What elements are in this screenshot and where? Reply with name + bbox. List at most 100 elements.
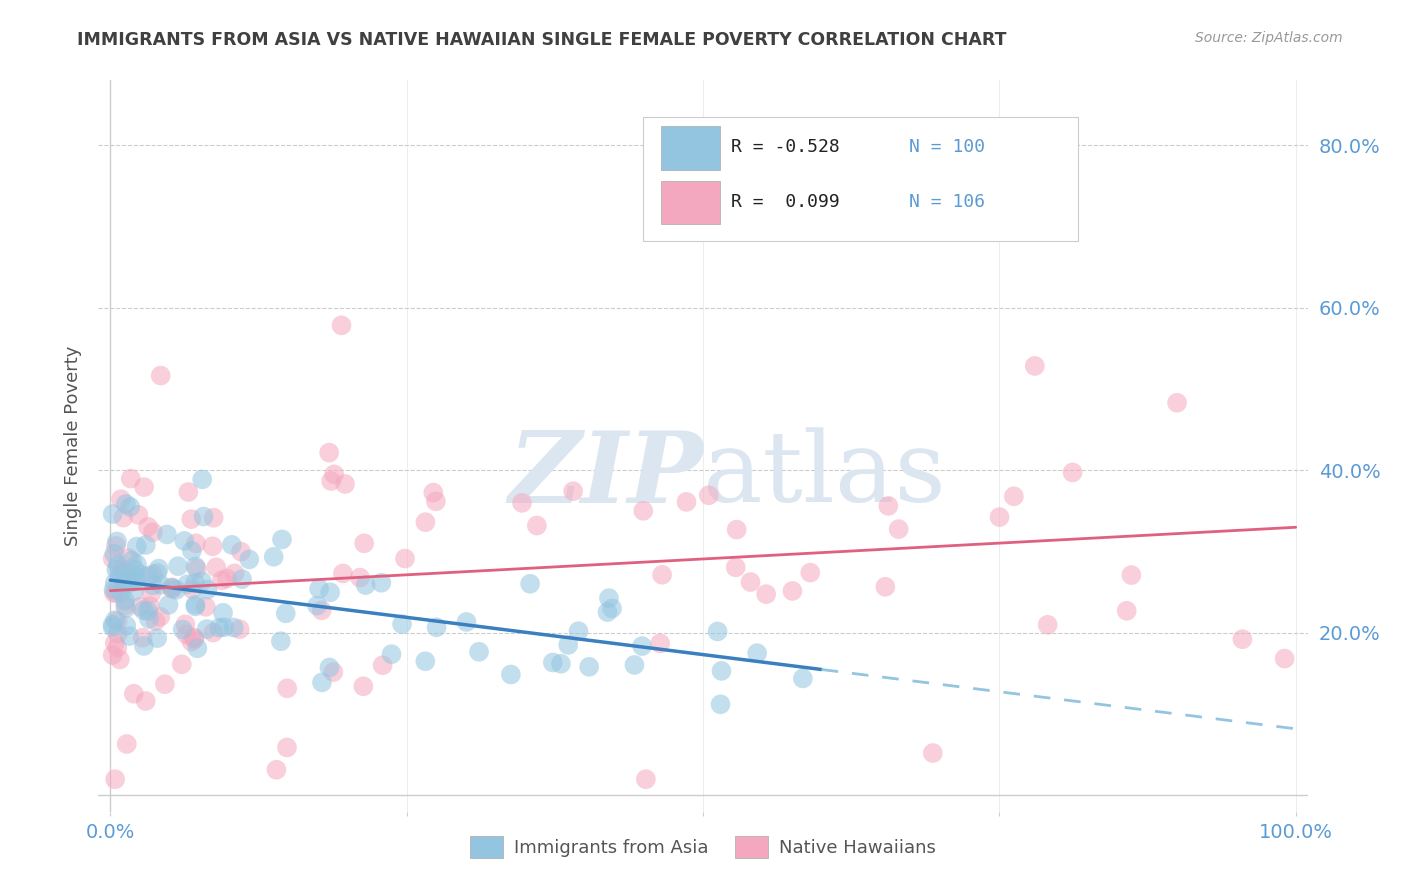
Point (394, 551, 416, 566)
Point (114, 599, 136, 613)
Point (132, 603, 155, 617)
Point (118, 576, 141, 591)
Point (111, 562, 134, 576)
Point (205, 560, 228, 574)
Point (271, 533, 294, 547)
Point (135, 538, 157, 552)
Point (138, 612, 160, 626)
Point (115, 497, 138, 511)
Point (274, 607, 297, 621)
Point (104, 575, 127, 590)
Point (308, 582, 330, 596)
Point (276, 740, 298, 755)
Point (136, 604, 159, 618)
Point (782, 584, 804, 599)
Point (921, 746, 943, 760)
Point (162, 582, 184, 596)
Point (153, 677, 176, 691)
Point (307, 599, 329, 613)
Point (202, 625, 225, 640)
Point (228, 622, 250, 636)
Point (697, 488, 720, 502)
Point (180, 512, 202, 526)
Point (124, 574, 146, 589)
Point (468, 645, 491, 659)
Point (333, 477, 356, 491)
Point (172, 623, 194, 637)
Point (191, 574, 214, 589)
FancyBboxPatch shape (661, 127, 720, 169)
Text: ZIP: ZIP (508, 427, 703, 524)
Y-axis label: Single Female Poverty: Single Female Poverty (63, 346, 82, 546)
Point (370, 575, 392, 590)
Point (266, 763, 288, 777)
Point (104, 586, 127, 600)
Point (197, 582, 219, 597)
Point (519, 576, 541, 591)
Point (112, 510, 135, 524)
Point (319, 585, 342, 599)
Point (184, 559, 207, 574)
Point (184, 536, 207, 550)
Point (877, 499, 900, 513)
Point (318, 660, 340, 674)
Point (167, 559, 190, 574)
Point (202, 510, 225, 524)
Point (145, 614, 167, 628)
Point (311, 603, 333, 617)
Point (180, 634, 202, 648)
Point (121, 554, 143, 568)
Point (322, 665, 344, 679)
Point (173, 533, 195, 548)
Point (110, 567, 132, 582)
Point (755, 587, 778, 601)
Text: R =  0.099: R = 0.099 (731, 194, 839, 211)
Point (212, 606, 235, 620)
Point (124, 569, 146, 583)
Point (596, 605, 619, 619)
Text: IMMIGRANTS FROM ASIA VS NATIVE HAWAIIAN SINGLE FEMALE POVERTY CORRELATION CHART: IMMIGRANTS FROM ASIA VS NATIVE HAWAIIAN … (77, 31, 1007, 49)
Point (208, 621, 231, 635)
Point (105, 640, 128, 655)
Point (201, 539, 224, 553)
Point (1166, 396, 1188, 410)
Point (101, 617, 124, 632)
Point (183, 631, 205, 645)
Point (550, 657, 572, 671)
Point (875, 580, 897, 594)
Point (157, 598, 180, 612)
Point (110, 585, 132, 599)
Text: Source: ZipAtlas.com: Source: ZipAtlas.com (1195, 31, 1343, 45)
Point (391, 617, 413, 632)
Point (332, 566, 354, 581)
Point (170, 657, 193, 672)
Point (195, 622, 218, 636)
Point (354, 578, 377, 592)
Point (352, 679, 374, 693)
Legend: Immigrants from Asia, Native Hawaiians: Immigrants from Asia, Native Hawaiians (463, 829, 943, 865)
Point (422, 485, 444, 500)
Point (117, 551, 139, 566)
Point (132, 639, 155, 653)
Point (224, 566, 246, 581)
Point (499, 667, 522, 681)
Point (194, 599, 217, 614)
Point (211, 574, 233, 588)
Point (110, 492, 132, 507)
Point (105, 563, 128, 577)
Point (311, 675, 333, 690)
Point (184, 598, 207, 612)
Point (146, 566, 169, 580)
Point (103, 547, 125, 561)
FancyBboxPatch shape (643, 117, 1078, 241)
Point (115, 618, 138, 632)
Point (562, 484, 585, 499)
Point (675, 495, 697, 509)
Point (101, 620, 124, 634)
Point (799, 566, 821, 580)
Point (633, 504, 655, 518)
Point (115, 737, 138, 751)
Point (1024, 359, 1046, 373)
Point (131, 631, 153, 645)
Point (139, 599, 162, 614)
